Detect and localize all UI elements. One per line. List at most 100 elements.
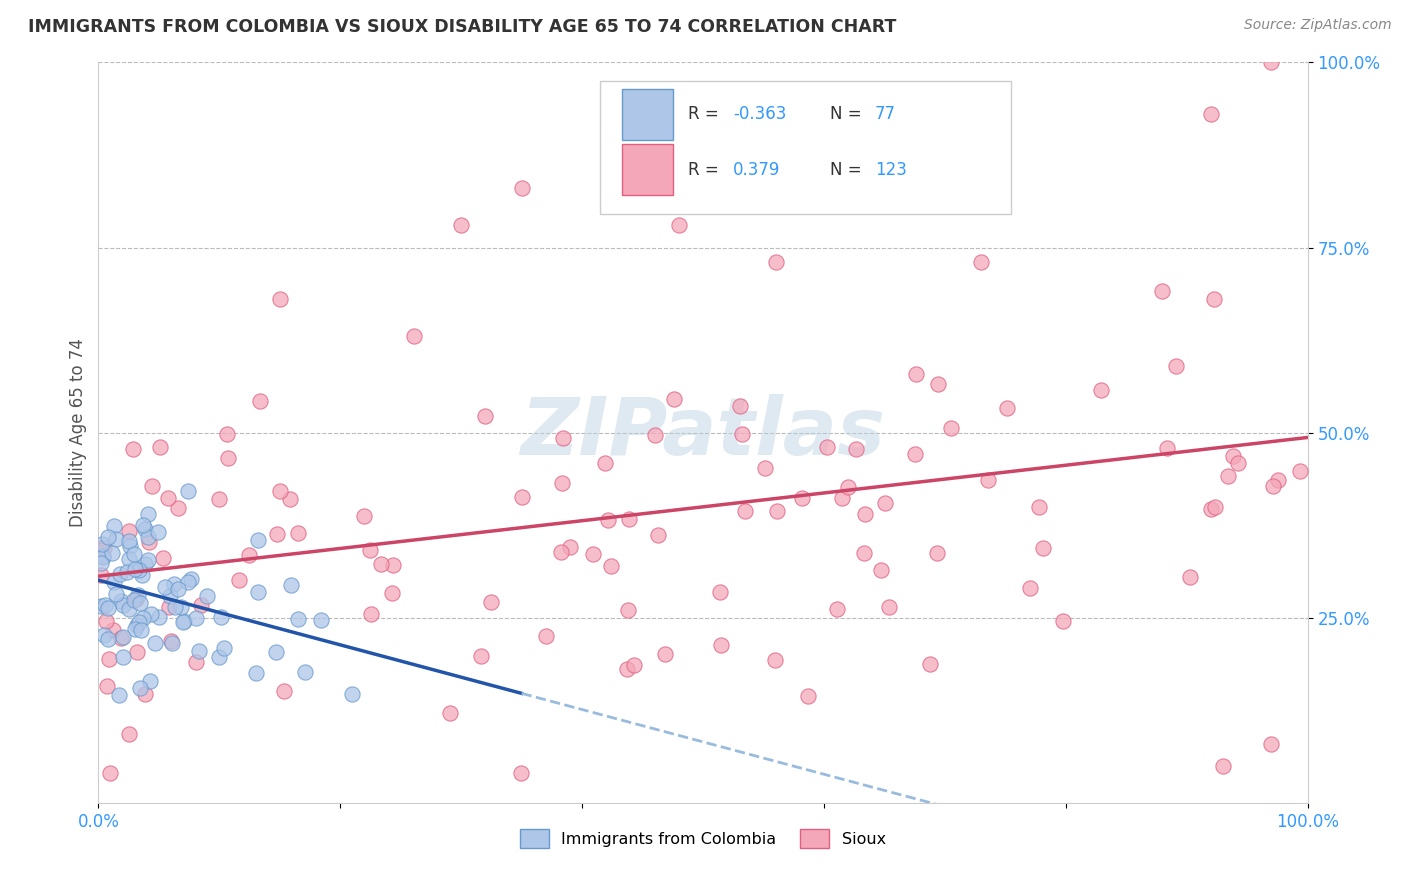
Point: [765, 653, 787, 667]
Point: [136, 553, 159, 567]
Point: [873, 496, 896, 510]
Point: [132, 611, 155, 625]
Point: [551, 476, 574, 491]
Point: [925, 546, 948, 560]
Point: [167, 501, 190, 516]
Point: [510, 490, 533, 504]
Point: [595, 457, 617, 471]
Text: 77: 77: [875, 105, 896, 123]
Point: [278, 491, 301, 506]
Point: [108, 567, 131, 582]
Point: [152, 550, 174, 565]
Point: [91, 537, 114, 551]
Point: [128, 615, 150, 629]
Point: [90, 567, 112, 582]
Point: [184, 610, 207, 624]
Text: N =: N =: [830, 161, 868, 178]
Point: [510, 181, 533, 195]
Point: [134, 688, 156, 702]
Point: [266, 527, 288, 541]
Point: [104, 533, 127, 547]
Text: Source: ZipAtlas.com: Source: ZipAtlas.com: [1244, 18, 1392, 32]
Point: [96, 679, 118, 693]
Point: [143, 636, 166, 650]
Point: [131, 517, 153, 532]
Point: [1032, 541, 1054, 555]
Point: [995, 401, 1018, 415]
Point: [766, 503, 789, 517]
Point: [90, 556, 112, 570]
Text: R =: R =: [689, 105, 724, 123]
Point: [159, 634, 181, 648]
Point: [644, 428, 666, 442]
Point: [852, 546, 875, 560]
Point: [837, 480, 859, 494]
Point: [180, 572, 202, 586]
Point: [118, 726, 141, 740]
Point: [815, 440, 838, 454]
Point: [215, 427, 238, 442]
Point: [94, 599, 117, 613]
Point: [125, 617, 148, 632]
Point: [353, 509, 375, 524]
Point: [870, 563, 893, 577]
Point: [792, 491, 814, 505]
Point: [796, 689, 818, 703]
Point: [827, 602, 849, 616]
Point: [103, 574, 125, 589]
Point: [208, 491, 231, 506]
Point: [855, 507, 877, 521]
Point: [90, 599, 112, 614]
Point: [269, 483, 291, 498]
Point: [904, 447, 927, 461]
Point: [136, 530, 159, 544]
Point: [122, 547, 145, 561]
Point: [163, 600, 186, 615]
Point: [1260, 737, 1282, 751]
Point: [217, 451, 239, 466]
Point: [623, 658, 645, 673]
Point: [111, 631, 134, 645]
Point: [127, 588, 149, 602]
Point: [1263, 479, 1285, 493]
Point: [342, 687, 364, 701]
Point: [149, 440, 172, 454]
Point: [163, 577, 186, 591]
Point: [247, 585, 270, 599]
Point: [141, 478, 163, 492]
Point: [118, 552, 141, 566]
Point: [195, 589, 218, 603]
Point: [596, 513, 619, 527]
Point: [155, 580, 177, 594]
Point: [560, 540, 582, 554]
Point: [172, 615, 194, 629]
Point: [1218, 469, 1240, 483]
Point: [359, 543, 381, 558]
Point: [159, 589, 181, 603]
Point: [93, 628, 115, 642]
Point: [188, 644, 211, 658]
Point: [1018, 581, 1040, 595]
Point: [131, 568, 153, 582]
Point: [157, 600, 180, 615]
Point: [709, 584, 731, 599]
Point: [404, 329, 426, 343]
Point: [209, 610, 232, 624]
Point: [125, 592, 148, 607]
Point: [927, 376, 949, 391]
Point: [266, 645, 288, 659]
Point: [910, 188, 932, 202]
Point: [662, 392, 685, 407]
Point: [970, 255, 993, 269]
Point: [1260, 55, 1282, 70]
Point: [249, 393, 271, 408]
Point: [1150, 284, 1173, 298]
Point: [94, 614, 117, 628]
Point: [124, 562, 146, 576]
Point: [93, 541, 115, 556]
Point: [1202, 293, 1225, 307]
Point: [190, 599, 212, 613]
Point: [97, 632, 120, 647]
FancyBboxPatch shape: [621, 145, 672, 195]
Point: [118, 602, 141, 616]
